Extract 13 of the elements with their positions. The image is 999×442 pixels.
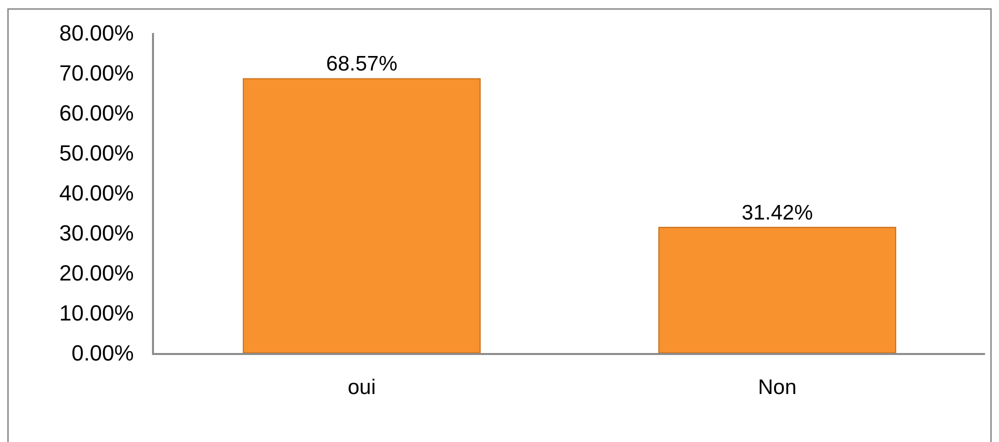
y-tick-label: 70.00%: [59, 60, 134, 86]
y-tick-label: 10.00%: [59, 300, 134, 326]
data-label: 31.42%: [742, 201, 813, 224]
y-tick-label: 20.00%: [59, 260, 134, 286]
data-label: 68.57%: [326, 52, 398, 76]
y-tick-label: 30.00%: [59, 220, 134, 246]
y-tick-label: 60.00%: [59, 100, 134, 126]
y-tick-label: 40.00%: [59, 180, 134, 206]
x-tick-label: Non: [758, 376, 797, 399]
y-tick-label: 50.00%: [59, 140, 134, 166]
y-tick-label: 80.00%: [59, 20, 134, 46]
y-tick-label: 0.00%: [71, 340, 134, 366]
x-tick-label: oui: [348, 376, 376, 399]
